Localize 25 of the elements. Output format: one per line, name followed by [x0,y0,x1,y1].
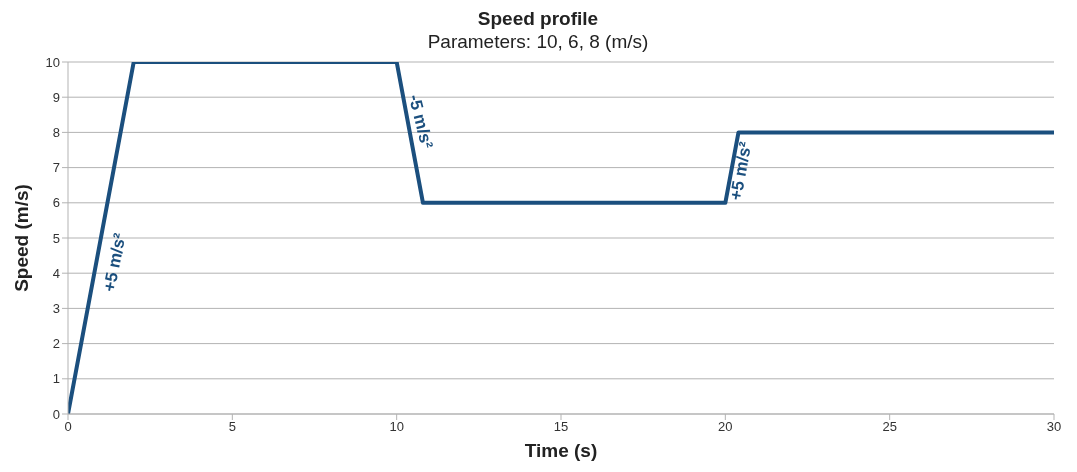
y-tick-label: 8 [52,125,60,141]
y-tick-label: 9 [52,89,60,105]
x-tick-label: 0 [64,419,72,435]
y-tick-label: 6 [52,195,60,211]
y-tick-label: 2 [52,336,60,352]
x-tick-label: 20 [718,419,733,435]
y-tick-label: 10 [45,54,60,70]
y-tick-label: 0 [52,406,60,422]
annotation: +5 m/s² [726,139,756,202]
chart-subtitle: Parameters: 10, 6, 8 (m/s) [426,30,650,54]
x-axis-title: Time (s) [524,440,598,461]
x-tick-label: 10 [389,419,404,435]
y-tick-label: 1 [52,371,60,387]
y-axis-title: Speed (m/s) [10,184,32,292]
x-tick-label: 25 [882,419,897,435]
annotation: +5 m/s² [99,231,130,294]
y-tick-label: 7 [52,160,60,176]
x-tick-label: 15 [553,419,569,435]
y-tick-label: 3 [52,301,60,317]
x-tick-label: 30 [1046,419,1062,435]
annotation: -5 m/s² [404,92,437,151]
y-tick-label: 4 [52,265,60,281]
y-tick-label: 5 [52,230,60,246]
chart-title: Speed profile [476,8,600,30]
x-tick-label: 5 [228,419,236,435]
